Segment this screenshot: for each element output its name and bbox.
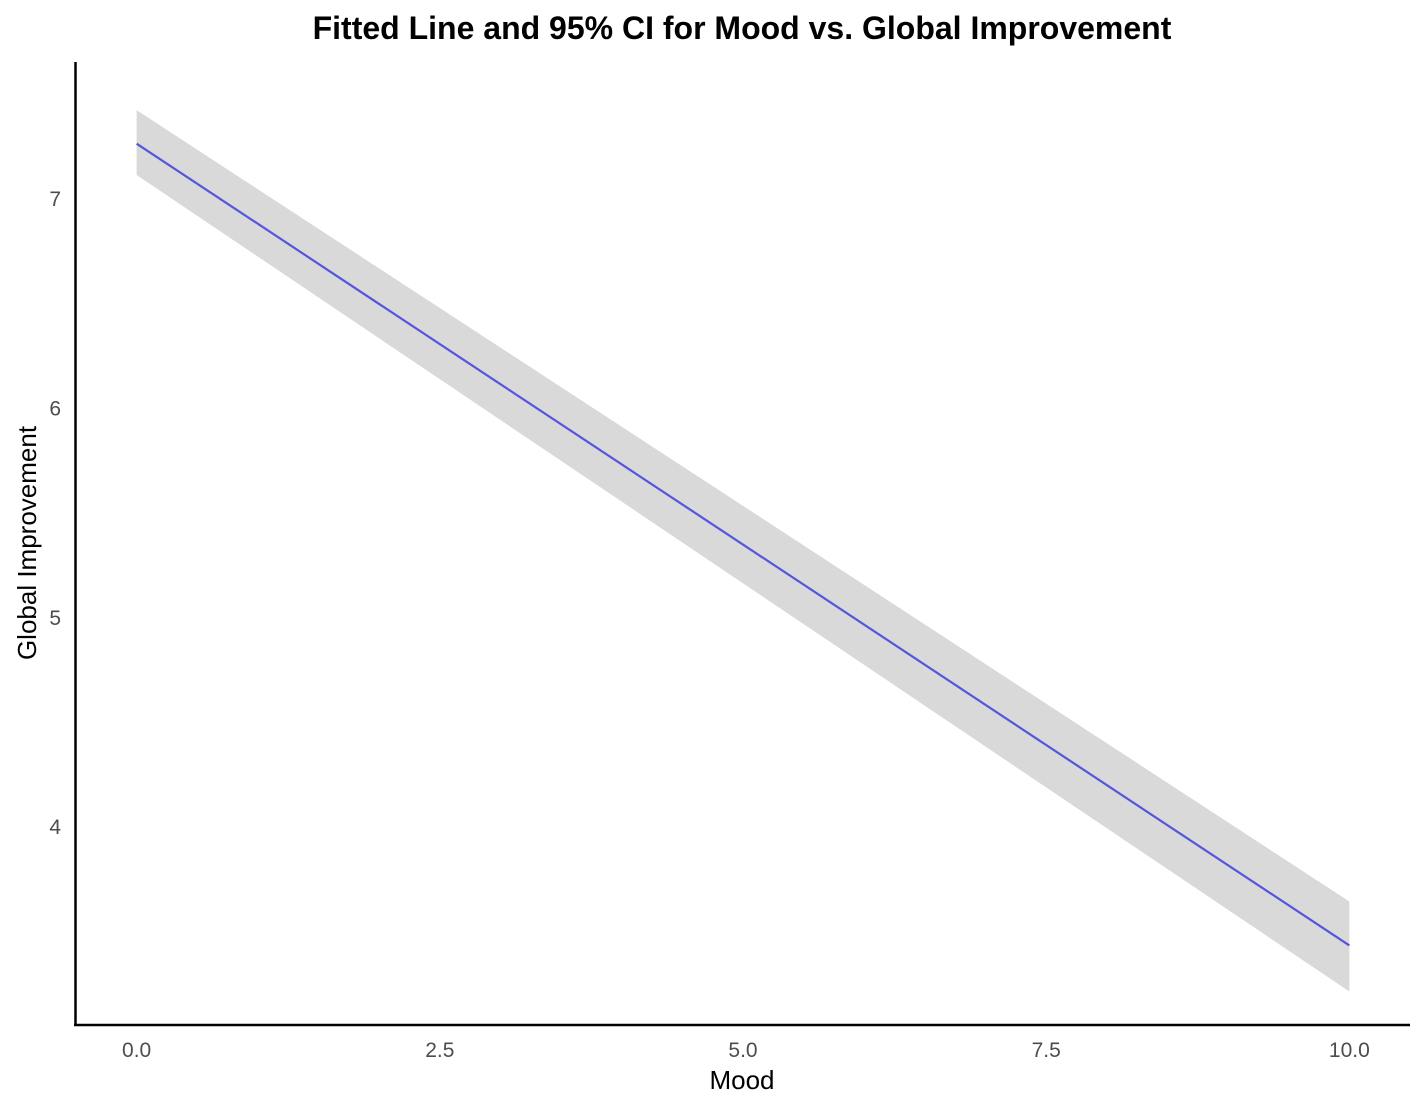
confidence-band <box>136 110 1350 992</box>
plot-area <box>136 110 1350 992</box>
y-tick-label: 5 <box>49 607 61 630</box>
x-tick-label: 10.0 <box>1329 1039 1370 1062</box>
x-tick-label: 7.5 <box>1032 1039 1061 1062</box>
y-axis-label: Global Improvement <box>12 425 42 660</box>
x-axis-label: Mood <box>709 1065 774 1095</box>
x-axis-ticks: 0.0 2.5 5.0 7.5 10.0 <box>122 1039 1370 1062</box>
y-axis-ticks: 4 5 6 7 <box>49 188 61 839</box>
x-tick-label: 2.5 <box>425 1039 454 1062</box>
y-tick-label: 7 <box>49 188 61 211</box>
fitted-line <box>136 142 1350 947</box>
x-tick-label: 0.0 <box>122 1039 151 1062</box>
chart-title: Fitted Line and 95% CI for Mood vs. Glob… <box>313 10 1172 46</box>
y-tick-label: 6 <box>49 397 61 420</box>
y-tick-label: 4 <box>49 816 61 839</box>
x-tick-label: 5.0 <box>728 1039 757 1062</box>
